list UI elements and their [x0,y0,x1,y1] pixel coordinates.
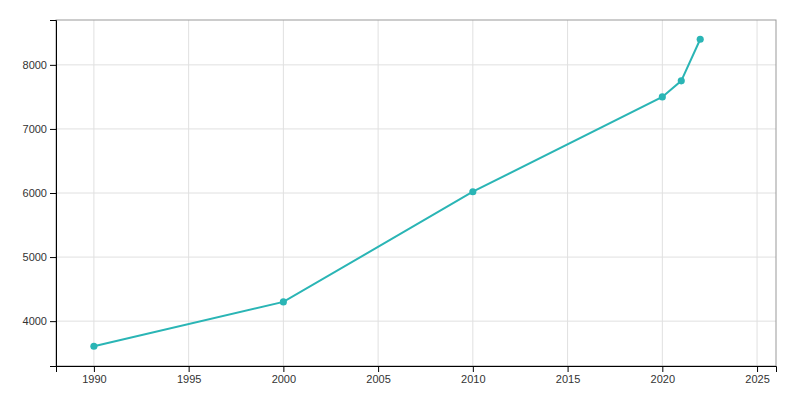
y-tick-label: 6000 [23,187,47,199]
x-tick-label: 1990 [82,373,106,385]
point [280,298,287,305]
point [90,343,97,350]
x-tick: 1990 [82,366,106,385]
chart-container: 1990 1995 2000 2005 2010 2015 2020 2025 4000 5000… [0,0,800,400]
y-tick-label: 7000 [23,123,47,135]
x-tick-mark [378,366,379,372]
y-axis-line [50,21,57,367]
x-tick-label: 2015 [556,373,580,385]
x-tick-mark [473,366,474,372]
x-tick: 2025 [745,366,769,385]
grid-line-y [56,321,776,322]
plot-frame [56,20,776,366]
x-axis-line [57,367,777,373]
y-tick-mark [50,257,56,258]
x-tick: 2010 [461,366,485,385]
x-tick-label: 2005 [366,373,390,385]
x-axis: 1990 1995 2000 2005 2010 2015 2020 2025 [57,366,777,385]
chart-svg: 1990 1995 2000 2005 2010 2015 2020 2025 4000 5000… [0,0,800,400]
marks [90,36,703,350]
y-tick-label: 5000 [23,251,47,263]
grid-line-y [56,64,776,65]
x-tick: 2005 [366,366,390,385]
line [94,39,700,346]
y-tick-mark [50,129,56,130]
x-tick-mark [189,366,190,372]
y-tick-label: 4000 [23,315,47,327]
y-tick-label: 8000 [23,59,47,71]
y-tick: 5000 [23,251,56,263]
x-tick: 2000 [272,366,296,385]
x-tick-label: 1995 [177,373,201,385]
y-tick: 6000 [23,187,56,199]
y-tick-mark [50,321,56,322]
point [697,36,704,43]
x-tick: 2020 [651,366,675,385]
grid-line-y [56,193,776,194]
x-tick: 2015 [556,366,580,385]
point [678,77,685,84]
y-tick-mark [50,193,56,194]
x-tick-mark [568,366,569,372]
plot-area: 1990 1995 2000 2005 2010 2015 2020 2025 4000 5000… [23,20,777,385]
x-tick-label: 2020 [651,373,675,385]
grid-line-y [56,128,776,129]
x-tick-label: 2010 [461,373,485,385]
grid [56,20,776,366]
x-tick-label: 2000 [272,373,296,385]
x-tick-mark [283,366,284,372]
y-tick-mark [50,65,56,66]
x-tick-label: 2025 [745,373,769,385]
x-tick-mark [662,366,663,372]
grid-line-y [56,257,776,258]
x-tick-mark [757,366,758,372]
point [469,188,476,195]
x-tick-mark [94,366,95,372]
x-tick: 1995 [177,366,201,385]
y-axis: 4000 5000 6000 7000 8000 [23,21,57,367]
point [659,93,666,100]
y-tick: 8000 [23,59,56,71]
y-tick: 7000 [23,123,56,135]
y-tick: 4000 [23,315,56,327]
